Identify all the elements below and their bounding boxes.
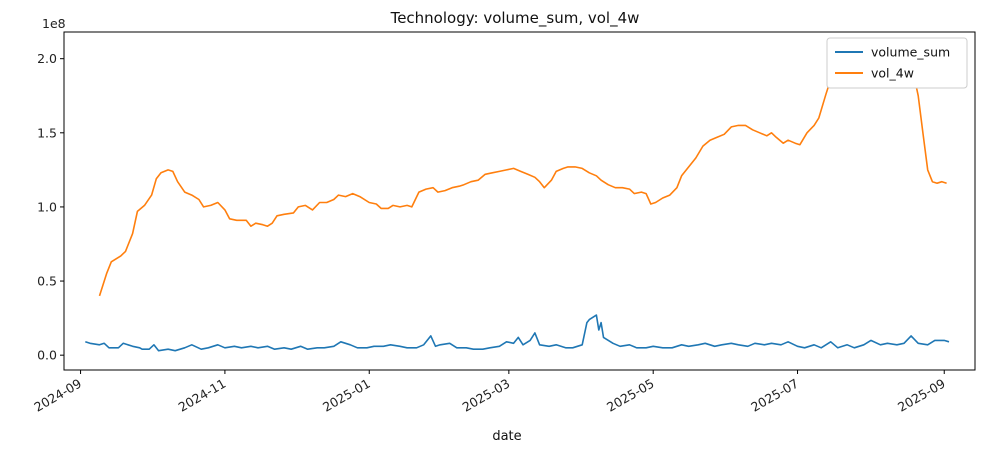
series-layer bbox=[85, 47, 950, 352]
legend-label-volume-sum: volume_sum bbox=[871, 45, 950, 60]
x-tick-label: 2024-11 bbox=[176, 376, 229, 415]
legend: volume_sum vol_4w bbox=[826, 37, 968, 89]
y-offset-text: 1e8 bbox=[42, 16, 66, 31]
y-tick-label: 2.0 bbox=[37, 51, 57, 66]
series-line-vol-4w bbox=[98, 47, 947, 297]
x-tick-label: 2025-01 bbox=[320, 376, 373, 415]
y-axis: 0.0 0.5 1.0 1.5 2.0 bbox=[37, 51, 64, 363]
plot-area: 2024-09 2024-11 2025-01 2025-03 2025-05 2025-… bbox=[31, 31, 976, 415]
y-tick-label: 0.5 bbox=[37, 274, 57, 289]
legend-box bbox=[826, 37, 968, 89]
chart-title: Technology: volume_sum, vol_4w bbox=[390, 9, 640, 28]
x-tick-label: 2025-05 bbox=[604, 376, 657, 415]
series-line-volume-sum bbox=[85, 314, 950, 352]
x-tick-label: 2024-09 bbox=[31, 376, 84, 415]
x-tick-label: 2025-07 bbox=[748, 376, 801, 415]
plot-frame bbox=[63, 31, 976, 371]
y-tick-label: 1.5 bbox=[37, 125, 57, 140]
x-tick-label: 2025-09 bbox=[895, 376, 948, 415]
y-tick-label: 1.0 bbox=[37, 199, 57, 214]
legend-label-vol-4w: vol_4w bbox=[871, 66, 914, 81]
x-tick-label: 2025-03 bbox=[460, 376, 513, 415]
x-axis: 2024-09 2024-11 2025-01 2025-03 2025-05 2025-… bbox=[31, 370, 948, 415]
x-axis-label: date bbox=[492, 429, 521, 444]
y-tick-label: 0.0 bbox=[37, 348, 57, 363]
